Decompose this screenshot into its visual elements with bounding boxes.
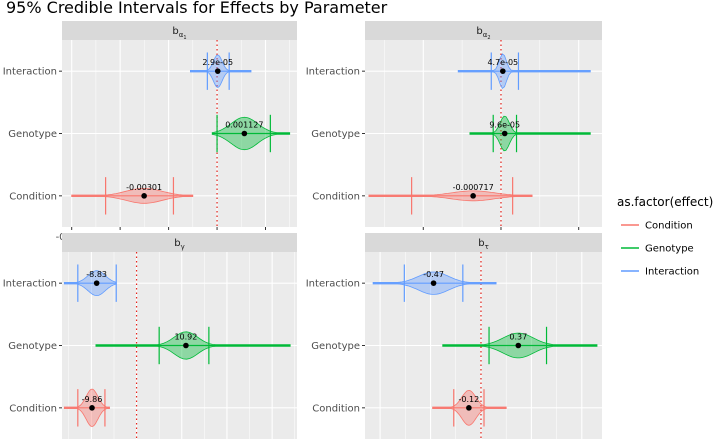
mean-label-condition: -9.86	[82, 395, 103, 404]
panel-3: bγ-100102030InteractionGenotypeCondition…	[3, 233, 297, 439]
mean-label-interaction: -8.83	[86, 270, 107, 279]
legend-item-genotype: Genotype	[621, 244, 694, 255]
mean-label-condition: -0.12	[459, 395, 480, 404]
panel-2: bα2-0.0020.0000.002InteractionGenotypeCo…	[306, 21, 602, 243]
mean-label-interaction: 4.7e-05	[487, 58, 518, 67]
mean-point-condition	[466, 405, 472, 411]
legend-items: Condition Genotype Interaction	[621, 221, 699, 278]
panel-strip	[62, 21, 297, 40]
legend-label: Interaction	[645, 267, 699, 278]
mean-label-genotype: 0.001127	[225, 121, 263, 130]
strip-label: bα1	[172, 26, 186, 41]
y-category-label: Condition	[9, 403, 57, 414]
panel-4: bτ-1.0-0.50.00.51.0InteractionGenotypeCo…	[306, 233, 602, 439]
mean-point-genotype	[183, 342, 189, 349]
y-category-label: Condition	[312, 403, 360, 414]
mean-point-genotype	[501, 130, 508, 137]
mean-label-interaction: 2.9e-05	[202, 58, 233, 67]
panel-strip	[62, 233, 297, 252]
legend-item-interaction: Interaction	[621, 267, 699, 278]
mean-point-condition	[89, 405, 95, 411]
mean-label-condition: -0.00301	[126, 183, 162, 192]
y-category-label: Condition	[312, 191, 360, 202]
y-category-label: Interaction	[306, 279, 360, 290]
mean-point-genotype	[241, 130, 248, 137]
y-category-label: Interaction	[3, 67, 57, 78]
panel-1: bα1-0.006-0.004-0.0020.0000.002Interacti…	[3, 21, 297, 243]
legend-title: as.factor(effect)	[617, 195, 713, 209]
mean-label-genotype: 9.6e-05	[489, 121, 520, 130]
legend-item-condition: Condition	[621, 221, 693, 232]
mean-point-condition	[141, 193, 147, 199]
legend: as.factor(effect) Condition Genotype Inter…	[617, 195, 713, 278]
strip-label: bγ	[174, 238, 185, 251]
mean-point-interaction	[430, 280, 437, 286]
legend-label: Genotype	[645, 244, 694, 255]
y-category-label: Genotype	[8, 129, 57, 140]
y-category-label: Interaction	[306, 67, 360, 78]
strip-label: bτ	[478, 238, 489, 251]
panel-strip	[365, 21, 602, 40]
panels: bα1-0.006-0.004-0.0020.0000.002Interacti…	[3, 21, 602, 439]
mean-label-genotype: 10.92	[174, 333, 197, 342]
mean-point-genotype	[515, 342, 522, 349]
mean-point-interaction	[500, 68, 506, 74]
mean-label-condition: -0.000717	[453, 183, 494, 192]
y-category-label: Genotype	[311, 341, 360, 352]
y-category-label: Interaction	[3, 279, 57, 290]
y-category-label: Condition	[9, 191, 57, 202]
y-category-label: Genotype	[8, 341, 57, 352]
mean-label-interaction: -0.47	[423, 270, 444, 279]
mean-point-interaction	[93, 280, 100, 286]
chart-title: 95% Credible Intervals for Effects by Pa…	[6, 0, 388, 17]
strip-label: bα2	[476, 26, 490, 41]
legend-label: Condition	[645, 221, 693, 232]
panel-strip	[365, 233, 602, 252]
mean-label-genotype: 0.37	[509, 333, 527, 342]
y-category-label: Genotype	[311, 129, 360, 140]
mean-point-condition	[470, 193, 476, 199]
mean-point-interaction	[214, 68, 221, 74]
